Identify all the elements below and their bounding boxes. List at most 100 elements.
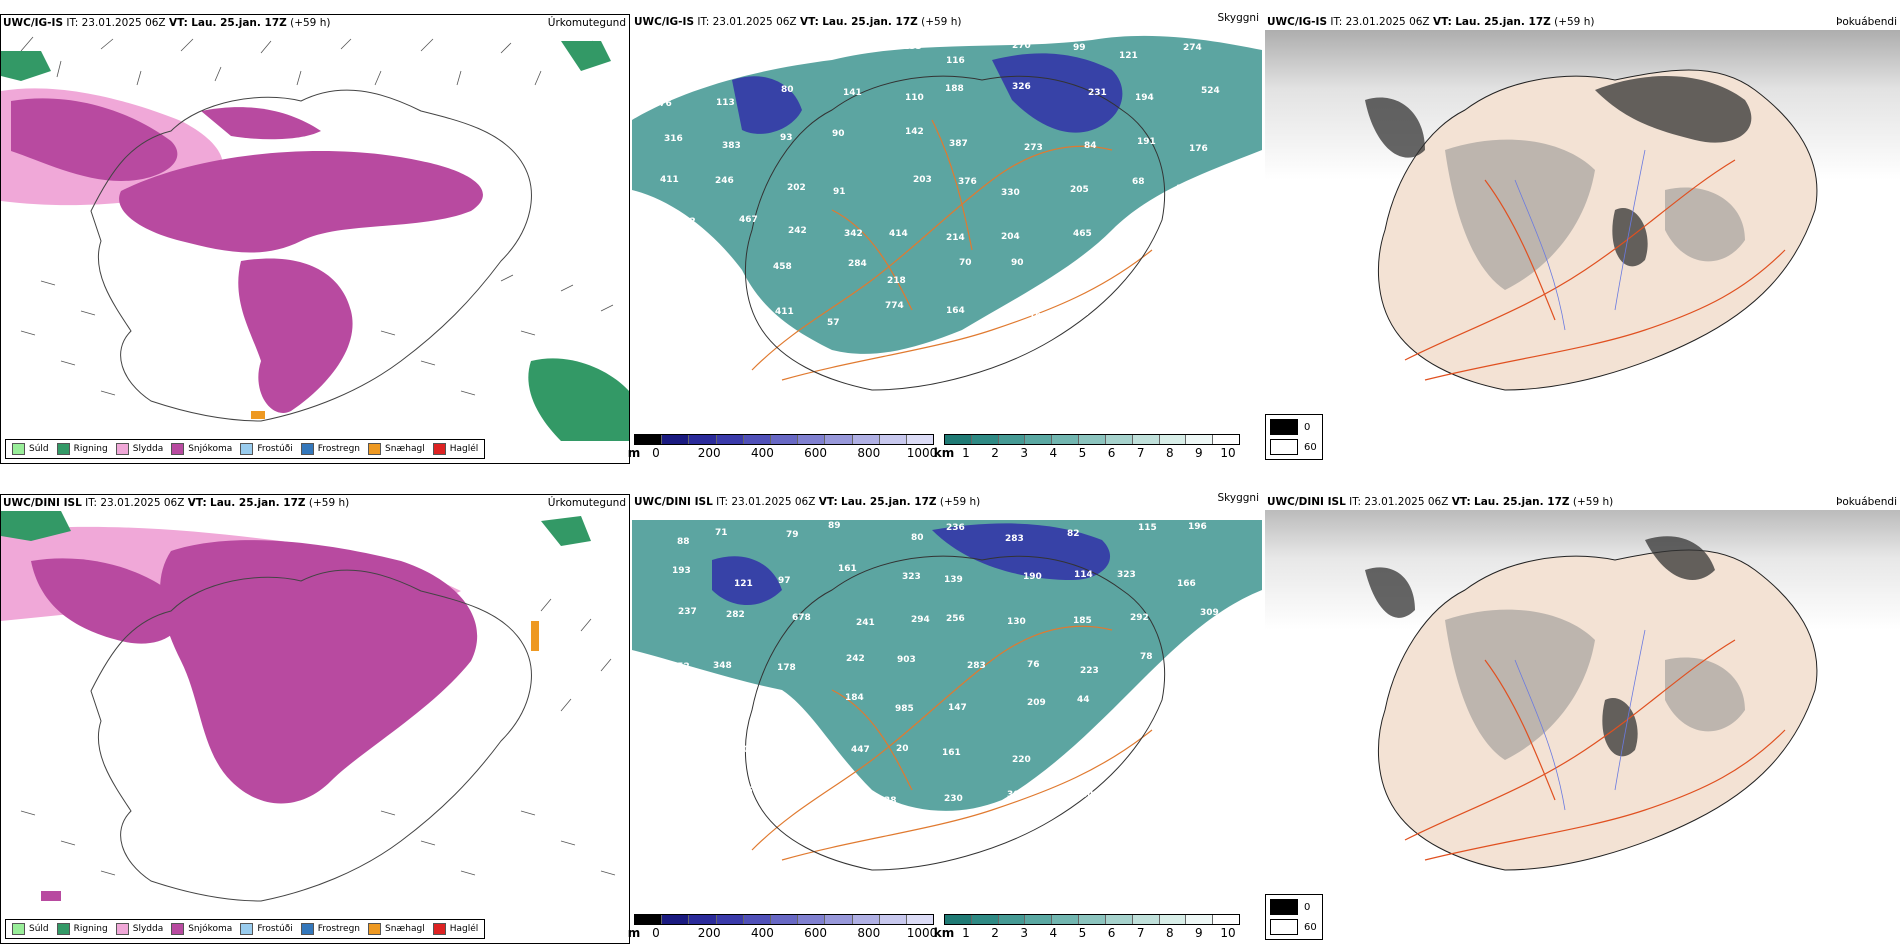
cloud-base-label: 133 <box>903 42 922 52</box>
coastline <box>745 555 1166 871</box>
colorbar-tick-label: 4 <box>1049 446 1058 460</box>
cloud-base-label: 230 <box>944 794 963 804</box>
rain-area-nw <box>1 511 591 546</box>
cloud-base-colorbar: m 0 200 400 600 800 1000 <box>628 434 937 460</box>
cloud-base-label: 32 <box>724 833 737 843</box>
colorbar-segment <box>743 915 771 924</box>
cloud-base-label: 175 <box>842 783 861 793</box>
cloud-base-label: 20 <box>896 744 909 754</box>
cloud-base-label: 414 <box>889 229 908 239</box>
cloud-base-label: 272 <box>662 706 681 716</box>
cloud-base-label: 316 <box>664 134 683 144</box>
panel-header: UWC/DINI ISL IT: 23.01.2025 06Z VT: Lau.… <box>1267 496 1613 510</box>
cloud-base-label: 196 <box>1188 522 1207 532</box>
product-type: Úrkomutegund <box>547 497 626 509</box>
init-time: 23.01.2025 06Z <box>81 17 166 29</box>
cloud-base-label: 142 <box>905 127 924 137</box>
fog-map[interactable] <box>1265 30 1900 430</box>
cloud-base-label: 383 <box>722 141 741 151</box>
low-cloud-area <box>712 523 1111 605</box>
cloud-base-label: 194 <box>1135 93 1154 103</box>
cloud-base-label: 90 <box>832 129 845 139</box>
init-time: 23.01.2025 06Z <box>731 496 816 508</box>
fog-legend: 0 60 <box>1265 894 1323 940</box>
cloud-base-label: 415 <box>734 786 753 796</box>
cloud-base-label: 193 <box>672 566 691 576</box>
model-name: UWC/IG-IS <box>1267 16 1328 28</box>
precip-map[interactable] <box>1 31 629 441</box>
panel-header: UWC/DINI ISL IT: 23.01.2025 06Z VT: Lau.… <box>634 496 980 510</box>
colorbar-tick-label: 3 <box>1020 446 1029 460</box>
colorbar-tick-label: 600 <box>804 926 828 940</box>
it-label: IT: <box>1349 496 1362 508</box>
cloud-base-label: 205 <box>672 749 691 759</box>
colorbar-segment <box>1159 435 1187 444</box>
legend-item: Haglél <box>432 443 478 455</box>
colorbar-segment <box>1132 915 1160 924</box>
colorbar-tick-label: 8 <box>1165 926 1174 940</box>
cloud-base-label: 246 <box>715 176 734 186</box>
cloud-base-label: 80 <box>781 85 794 95</box>
visibility-map[interactable]: 135 134 165 98 133 116 270 99 121 274 276 113 80 141 1… <box>632 30 1262 430</box>
colorbar-segment <box>1213 915 1239 924</box>
cloud-base-label: 44 <box>1077 695 1090 705</box>
vt-label: VT: <box>187 497 207 509</box>
colorbar-segment <box>1105 435 1133 444</box>
colorbar-tick-label: 4 <box>1049 926 1058 940</box>
cloud-base-label: 80 <box>911 533 924 543</box>
cloud-base-label: 276 <box>653 99 672 109</box>
cloud-base-label: 130 <box>1007 617 1026 627</box>
cloud-base-label: 132 <box>1070 308 1089 318</box>
colorbar-segment <box>1186 915 1214 924</box>
cloud-base-label: 57 <box>827 318 840 328</box>
cloud-base-label: 326 <box>1012 82 1031 92</box>
vt-label: VT: <box>799 16 819 28</box>
cloud-base-label: 323 <box>902 572 921 582</box>
legend-item: Frostregn <box>300 923 360 935</box>
legend-item: Súld <box>12 923 49 935</box>
vt-label: VT: <box>168 17 188 29</box>
visibility-map[interactable]: 88 71 79 89 80 236 283 82 115 196 193 121 97 161 323 13… <box>632 510 1262 910</box>
legend-item: Rigning <box>56 923 108 935</box>
cloud-base-label: 465 <box>1073 229 1092 239</box>
cloud-base-label: 139 <box>1131 318 1150 328</box>
legend-item: Súld <box>12 443 49 455</box>
cloud-base-label: 113 <box>716 98 735 108</box>
precip-legend: Súld Rigning Slydda Snjókoma Frostúði Fr… <box>5 439 486 459</box>
legend-item: Frostregn <box>300 443 360 455</box>
rivers <box>1514 149 1646 331</box>
roads <box>1404 639 1786 861</box>
snow-pellet-area <box>531 621 539 651</box>
colorbar-segment <box>879 915 907 924</box>
colorbar-segment <box>716 435 744 444</box>
snow-area-north <box>201 107 321 140</box>
precip-legend: Súld Rigning Slydda Snjókoma Frostúði Fr… <box>5 919 486 939</box>
cloud-base-label: 467 <box>739 215 758 225</box>
fog-map[interactable] <box>1265 510 1900 910</box>
colorbar-segment <box>689 435 717 444</box>
cloud-base-label: 161 <box>1194 669 1213 679</box>
cloud-base-label: 214 <box>664 798 683 808</box>
cloud-base-label: 177 <box>730 313 749 323</box>
colorbar-segment <box>798 915 826 924</box>
cloud-base-label: 202 <box>787 183 806 193</box>
cloud-base-label: 68 <box>1132 177 1145 187</box>
precip-map[interactable] <box>1 511 629 921</box>
cloud-base-colorbar: m 0 200 400 600 800 1000 <box>628 914 937 940</box>
vt-label: VT: <box>818 496 838 508</box>
colorbar-tick-label: 200 <box>697 926 721 940</box>
colorbar-segment <box>971 915 999 924</box>
colorbar-tick-label: 800 <box>857 926 881 940</box>
cloud-base-label: 193 <box>1029 312 1048 322</box>
colorbar-tick-label: 6 <box>1107 926 1116 940</box>
colorbar-segment <box>1025 435 1053 444</box>
cloud-base-label: 431 <box>1072 745 1091 755</box>
colorbar-tick-label: 2 <box>991 446 999 460</box>
colorbar-tick-label: 1000 <box>906 446 938 460</box>
colorbar-tick-label: 5 <box>1078 926 1087 940</box>
cloud-base-label: 349 <box>791 750 810 760</box>
rain-area-se <box>528 358 629 441</box>
cloud-base-label: 204 <box>1001 232 1020 242</box>
cloud-base-label: 76 <box>1027 660 1040 670</box>
init-time: 23.01.2025 06Z <box>100 497 185 509</box>
